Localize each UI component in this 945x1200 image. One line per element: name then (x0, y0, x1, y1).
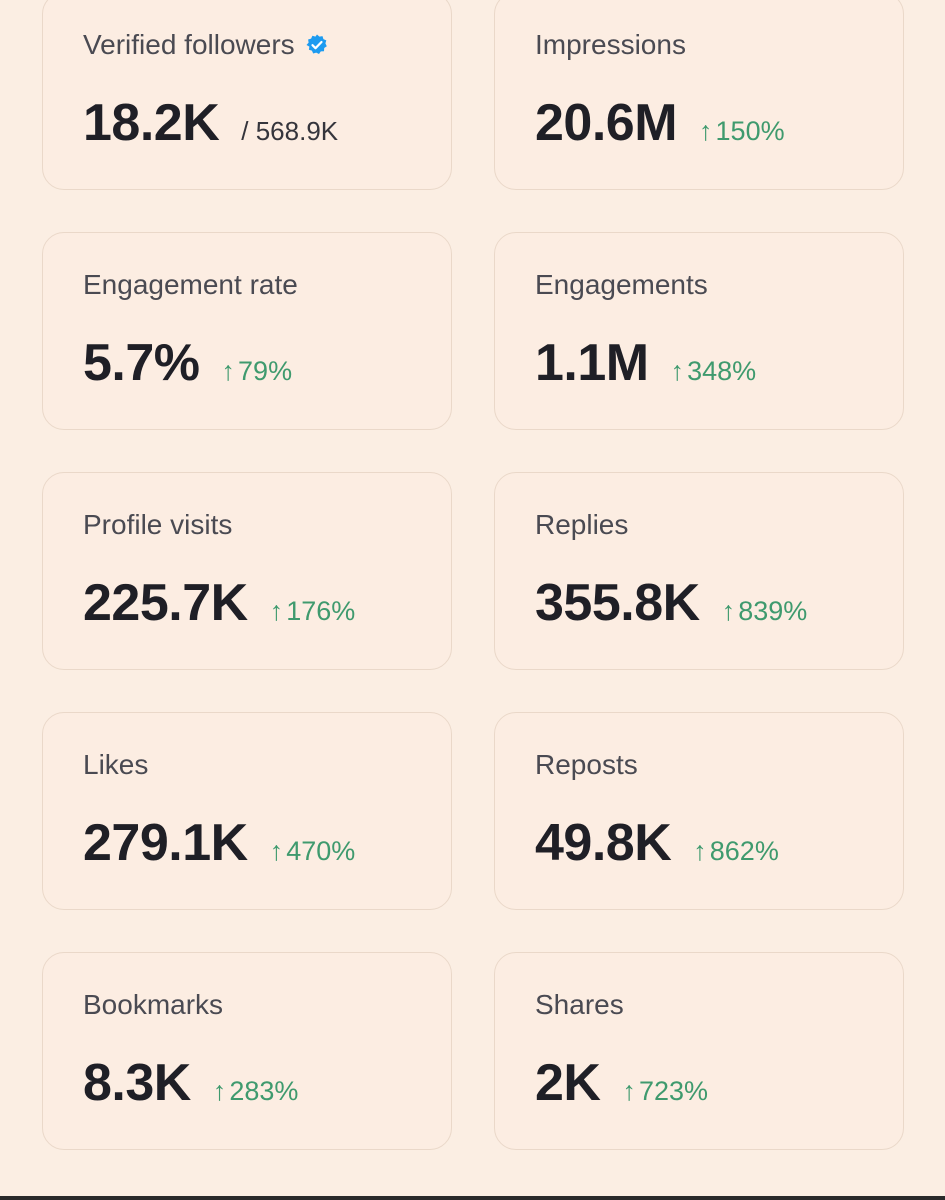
metric-label: Engagement rate (83, 269, 298, 300)
delta-badge: ↑ 723% (622, 1076, 708, 1107)
replies-card[interactable]: Replies 355.8K ↑ 839% (494, 472, 904, 670)
bookmarks-value-row: 8.3K ↑ 283% (83, 1053, 298, 1113)
metric-value: 8.3K (83, 1054, 191, 1112)
shares-card[interactable]: Shares 2K ↑ 723% (494, 952, 904, 1150)
delta-badge: ↑ 862% (693, 836, 779, 867)
profile-visits-card[interactable]: Profile visits 225.7K ↑ 176% (42, 472, 452, 670)
delta-value: 283% (229, 1076, 299, 1106)
engagement-rate-value-row: 5.7% ↑ 79% (83, 333, 292, 393)
metric-value: 225.7K (83, 574, 248, 632)
verified-followers-label: Verified followers (83, 29, 329, 61)
delta-value: 348% (687, 356, 757, 386)
arrow-up-icon: ↑ (622, 1076, 636, 1106)
arrow-up-icon: ↑ (721, 596, 736, 626)
metric-label: Likes (83, 749, 149, 780)
impressions-card[interactable]: Impressions 20.6M ↑ 150% (494, 0, 904, 190)
engagement-rate-card[interactable]: Engagement rate 5.7% ↑ 79% (42, 232, 452, 430)
metric-value: 2K (535, 1054, 601, 1112)
likes-card[interactable]: Likes 279.1K ↑ 470% (42, 712, 452, 910)
metric-value: 279.1K (83, 814, 248, 872)
delta-value: 839% (738, 596, 808, 626)
metric-label: Shares (535, 989, 624, 1020)
reposts-value-row: 49.8K ↑ 862% (535, 813, 779, 873)
arrow-up-icon: ↑ (269, 596, 284, 626)
metric-value: 20.6M (535, 94, 678, 152)
delta-value: 862% (709, 836, 779, 866)
engagements-card[interactable]: Engagements 1.1M ↑ 348% (494, 232, 904, 430)
shares-value-row: 2K ↑ 723% (535, 1053, 708, 1113)
metric-value: 1.1M (535, 334, 649, 392)
delta-badge: ↑ 283% (213, 1076, 299, 1107)
arrow-up-icon: ↑ (693, 836, 707, 866)
arrow-up-icon: ↑ (699, 116, 713, 146)
arrow-up-icon: ↑ (212, 1076, 227, 1106)
verified-badge-icon (306, 34, 327, 54)
metric-label: Bookmarks (83, 989, 224, 1020)
delta-value: 150% (715, 116, 785, 146)
delta-value: 723% (638, 1076, 709, 1106)
metric-value: 49.8K (535, 814, 672, 872)
bookmarks-card[interactable]: Bookmarks 8.3K ↑ 283% (42, 952, 452, 1150)
metric-label: Impressions (535, 29, 686, 60)
delta-badge: ↑ 176% (270, 596, 356, 627)
metric-value: 5.7% (83, 334, 200, 392)
metric-label: Reposts (535, 749, 638, 780)
delta-value: 176% (286, 596, 356, 626)
engagements-value-row: 1.1M ↑ 348% (535, 333, 756, 393)
delta-badge: ↑ 839% (722, 596, 808, 627)
delta-badge: ↑ 79% (222, 356, 293, 387)
delta-value: 79% (238, 356, 293, 386)
impressions-value-row: 20.6M ↑ 150% (535, 93, 785, 153)
delta-badge: ↑ 348% (671, 356, 757, 387)
metric-value: 18.2K (83, 94, 220, 152)
metric-label: Replies (535, 509, 629, 540)
delta-badge: ↑ 150% (699, 116, 785, 147)
arrow-up-icon: ↑ (670, 356, 685, 386)
delta-badge: ↑ 470% (270, 836, 356, 867)
replies-value-row: 355.8K ↑ 839% (535, 573, 807, 633)
arrow-up-icon: ↑ (221, 356, 236, 386)
bottom-divider (0, 1196, 945, 1200)
delta-value: 470% (286, 836, 356, 866)
total-followers: / 568.9K (241, 116, 339, 146)
reposts-card[interactable]: Reposts 49.8K ↑ 862% (494, 712, 904, 910)
metric-label: Engagements (535, 269, 708, 300)
arrow-up-icon: ↑ (269, 836, 284, 866)
verified-followers-card[interactable]: Verified followers 18.2K / 568.9K (42, 0, 452, 190)
metric-label: Profile visits (83, 509, 233, 540)
metric-value: 355.8K (535, 574, 700, 632)
verified-followers-value-row: 18.2K / 568.9K (83, 93, 338, 153)
likes-value-row: 279.1K ↑ 470% (83, 813, 355, 873)
profile-visits-value-row: 225.7K ↑ 176% (83, 573, 355, 633)
